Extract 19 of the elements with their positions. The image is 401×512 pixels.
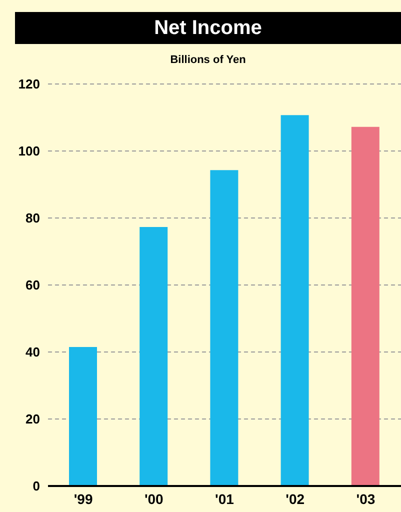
y-tick-label: 0: [32, 478, 40, 494]
chart-title: Net Income: [15, 12, 401, 44]
bar: [280, 115, 309, 486]
y-tick-label: 80: [26, 210, 40, 226]
bar: [351, 126, 380, 486]
chart-subtitle: Billions of Yen: [169, 54, 247, 66]
y-tick-label: 120: [18, 76, 40, 92]
bar: [69, 346, 97, 486]
x-tick-label: '00: [144, 490, 164, 507]
y-tick-label: 40: [26, 344, 40, 360]
y-tick-label: 20: [26, 412, 40, 427]
x-tick-label: '01: [215, 490, 234, 507]
bar: [210, 170, 238, 486]
x-tick-label: '99: [74, 490, 93, 507]
x-tick-label: '03: [356, 490, 376, 507]
bar: [140, 227, 168, 486]
x-tick-label: '02: [286, 490, 305, 507]
y-tick-label: 100: [18, 144, 40, 159]
y-tick-label: 60: [26, 278, 40, 293]
